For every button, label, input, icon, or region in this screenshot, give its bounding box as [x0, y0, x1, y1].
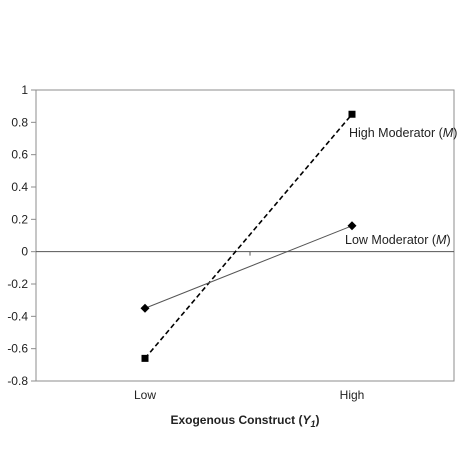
- y-tick-label: 1: [21, 83, 28, 97]
- x-axis-title-close: ): [316, 413, 320, 427]
- x-axis-title-variable: Y: [302, 413, 311, 427]
- series-label-variable: M: [436, 233, 447, 247]
- y-tick-label: -0.2: [7, 277, 28, 291]
- labels-group: High Moderator (M)Low Moderator (M): [345, 126, 457, 247]
- y-tick-label: -0.8: [7, 374, 28, 388]
- series-label-close: ): [453, 126, 457, 140]
- data-point-high-moderator-low: [141, 354, 149, 362]
- series-label-close: ): [446, 233, 450, 247]
- series-label-text: High Moderator (: [349, 126, 444, 140]
- series-label-text: Low Moderator (: [345, 233, 437, 247]
- data-point-high-moderator-high: [348, 110, 356, 118]
- series-label-low-moderator: Low Moderator (M): [345, 233, 451, 247]
- series-label-high-moderator: High Moderator (M): [349, 126, 457, 140]
- plot-frame: [35, 89, 455, 382]
- series-label-variable: M: [443, 126, 454, 140]
- y-tick-label: 0.6: [11, 148, 28, 162]
- series-line-low-moderator: [144, 225, 353, 309]
- data-point-low-moderator-low: [140, 303, 150, 313]
- y-tick-label: 0.2: [11, 212, 28, 226]
- y-tick-label: -0.4: [7, 309, 28, 323]
- x-axis-title-subscript: 1: [311, 419, 316, 429]
- data-point-low-moderator-high: [347, 221, 357, 231]
- x-category-label: Low: [134, 388, 156, 402]
- x-category-label: High: [340, 388, 365, 402]
- y-tick-label: 0: [21, 245, 28, 259]
- axes: 1 0.8 0.6 0.4 0.2 0 -0.2 -0.4 -0.6 -0.8 Low High Exo…: [7, 83, 455, 429]
- series-line-high-moderator: [144, 113, 353, 359]
- x-axis-title: Exogenous Construct (Y1): [170, 413, 319, 429]
- y-tick-label: -0.6: [7, 342, 28, 356]
- x-axis-title-text: Exogenous Construct (: [170, 413, 302, 427]
- y-tick-label: 0.8: [11, 115, 28, 129]
- series-group: [140, 110, 357, 362]
- y-tick-label: 0.4: [11, 180, 28, 194]
